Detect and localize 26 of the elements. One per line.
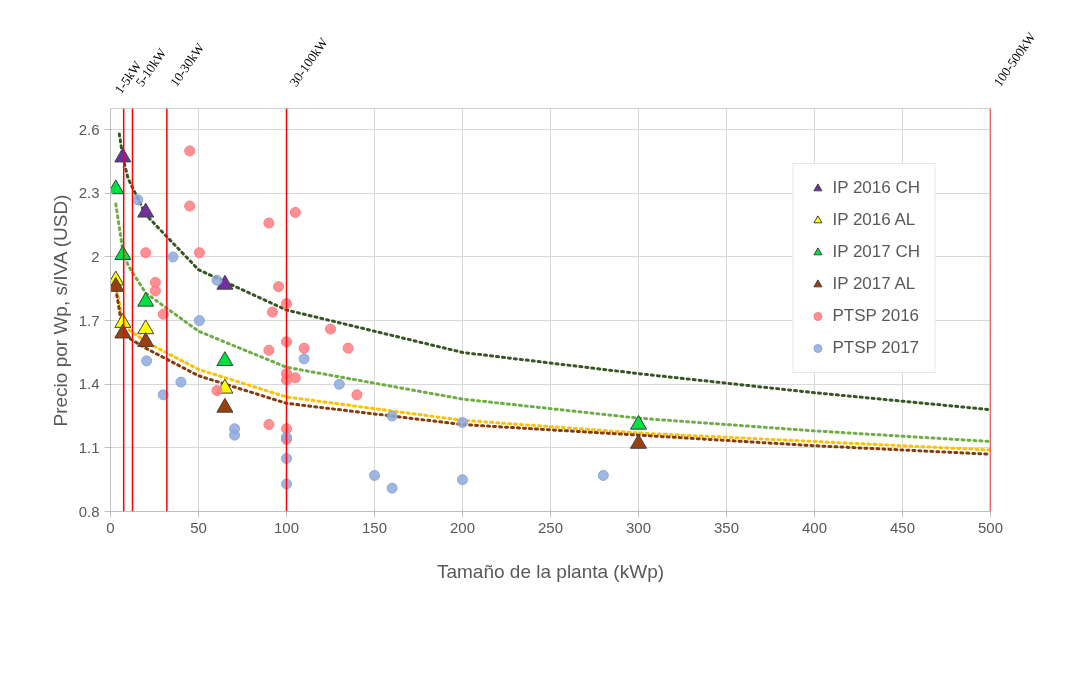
- x-tick-label: 300: [625, 518, 652, 536]
- x-tick-label: 150: [361, 518, 388, 536]
- x-tick-label: 100: [273, 518, 300, 536]
- legend-label: IP 2017 CH: [832, 242, 920, 262]
- y-axis-title: Precio por Wp, s/IVA (USD): [49, 194, 71, 427]
- x-tick-label: 200: [449, 518, 476, 536]
- x-tick-label: 400: [801, 518, 828, 536]
- legend-label: PTSP 2017: [832, 338, 920, 358]
- legend-label: PTSP 2016: [832, 306, 920, 326]
- y-tick-label: 1.1: [78, 438, 100, 456]
- x-tick-label: 350: [713, 518, 740, 536]
- y-tick-label: 2.6: [78, 120, 100, 138]
- x-tick-label: 250: [537, 518, 564, 536]
- legend-label: IP 2016 CH: [832, 178, 920, 198]
- y-tick-label: 2: [91, 247, 100, 265]
- y-tick-label: 1.4: [78, 375, 100, 393]
- legend-label: IP 2016 AL: [832, 210, 916, 230]
- x-tick-label: 0: [106, 518, 115, 536]
- y-tick-label: 2.3: [78, 184, 100, 202]
- legend-label: IP 2017 AL: [832, 274, 916, 294]
- x-tick-label: 450: [889, 518, 916, 536]
- x-tick-label: 50: [190, 518, 207, 536]
- y-tick-label: 1.7: [78, 311, 100, 329]
- x-axis-title: Tamaño de la planta (kWp): [436, 560, 665, 582]
- y-tick-label: 0.8: [78, 502, 100, 520]
- x-tick-label: 500: [977, 518, 1004, 536]
